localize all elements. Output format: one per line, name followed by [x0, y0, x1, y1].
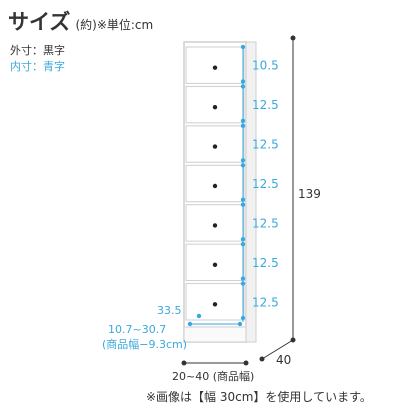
drawer-knob	[212, 144, 218, 149]
drawer-knob	[212, 183, 218, 189]
drawer-inner-height-label: 12.5	[252, 256, 279, 270]
inner-dim-dot	[240, 315, 246, 321]
inner-dot-group	[240, 44, 246, 321]
drawer-front	[185, 125, 245, 163]
bottom-inner-width-label: 10.7~30.7	[108, 323, 166, 336]
bottom-inner-dot-left	[187, 321, 193, 327]
drawer-front	[185, 204, 245, 242]
inner-dim-dot	[240, 236, 246, 242]
drawer-front	[185, 85, 245, 124]
outer-height-label: 139	[298, 187, 321, 201]
legend-outer: 外寸：黒字	[10, 44, 65, 57]
inner-dim-dot	[240, 118, 246, 124]
inner-dim-dot	[240, 123, 246, 129]
drawer-inner-height-label: 12.5	[252, 138, 279, 152]
bottom-inner-height-dot	[196, 313, 202, 319]
drawer-inner-height-label: 10.5	[252, 59, 279, 73]
inner-dim-dot	[240, 281, 246, 286]
drawer-knob	[212, 223, 218, 228]
drawer-knob	[212, 302, 218, 307]
drawer-knob	[212, 104, 218, 110]
drawer-inner-height-label: 12.5	[252, 177, 279, 191]
outer-depth-line	[261, 339, 294, 360]
cabinet-side	[245, 41, 257, 343]
drawer-inner-height-label: 12.5	[252, 98, 279, 112]
inner-dim-dot	[240, 44, 246, 50]
outer-height-dot-top	[290, 35, 296, 41]
drawer-inner-height-label: 12.5	[252, 216, 279, 230]
drawer-knob	[212, 65, 218, 70]
bottom-inner-height-label: 33.5	[157, 304, 182, 317]
cabinet-base	[183, 326, 247, 343]
inner-dim-dot	[240, 163, 246, 168]
inner-dim-dot	[240, 202, 246, 207]
drawer-group	[185, 46, 245, 321]
bottom-inner-dot-right	[237, 321, 243, 327]
bottom-inner-width-note: (商品幅−9.3cm)	[102, 337, 187, 351]
drawer-knob	[212, 262, 218, 268]
drawer-front	[185, 243, 245, 282]
legend-inner: 内寸：青字	[10, 60, 65, 73]
outer-depth-label: 40	[276, 353, 291, 367]
outer-width-dot-right	[243, 360, 249, 366]
drawer-label-group: 10.5 12.5 12.5 12.5 12.5 12.5 12.5	[252, 59, 279, 310]
title-main: サイズ	[8, 10, 71, 34]
inner-dim-dot	[240, 276, 246, 281]
drawer-front	[185, 283, 245, 321]
inner-dim-dot	[240, 79, 246, 84]
inner-dim-dot	[240, 84, 246, 89]
outer-depth-dot	[259, 356, 265, 362]
drawer-front	[185, 164, 245, 203]
drawer-front	[185, 46, 245, 84]
footnote: ※画像は【幅 30cm】を使用しています。	[146, 390, 372, 404]
inner-dim-dot	[240, 241, 246, 247]
outer-width-label: 20~40 (商品幅)	[172, 369, 254, 383]
drawer-inner-height-label: 12.5	[252, 295, 279, 309]
inner-dim-dot	[240, 158, 246, 163]
title-sub: (約)※単位:cm	[75, 18, 154, 32]
outer-width-dot-left	[181, 360, 187, 366]
inner-dim-dot	[240, 197, 246, 202]
page-title: サイズ (約)※単位:cm	[8, 6, 153, 36]
